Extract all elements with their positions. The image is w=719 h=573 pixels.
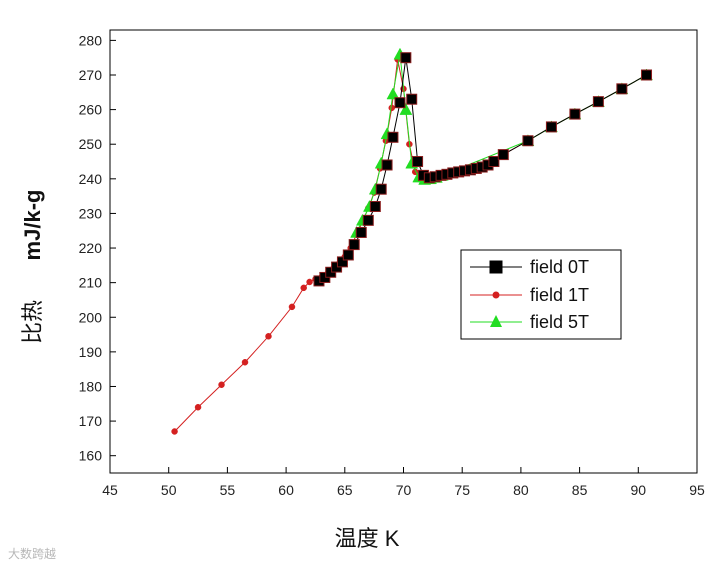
data-point-circle	[265, 333, 272, 340]
data-point-square	[641, 69, 653, 81]
data-point-square	[412, 156, 424, 168]
data-point-square	[497, 149, 509, 161]
series-group	[171, 47, 653, 435]
legend: field 0T field 1T field 5T	[460, 249, 622, 340]
data-point-circle	[306, 278, 313, 286]
watermark-text: 大数跨越	[8, 547, 57, 561]
data-point-square	[400, 52, 412, 64]
legend-marker-5t	[490, 315, 502, 327]
data-point-circle	[218, 381, 225, 388]
data-point-circle	[388, 104, 396, 112]
data-point-square	[336, 256, 348, 268]
series-field0t	[313, 52, 653, 287]
x-tick-label: 90	[631, 482, 647, 498]
data-point-square	[348, 239, 360, 251]
x-tick-label: 50	[161, 482, 177, 498]
data-point-square	[381, 159, 393, 171]
data-point-square	[522, 135, 534, 147]
y-axis-ticks: 160 170 180 190 200 210 220 230 240 250 260 270 280	[79, 32, 116, 464]
x-tick-label: 55	[220, 482, 236, 498]
data-point-square	[545, 121, 557, 133]
y-tick-label: 220	[79, 240, 103, 256]
data-point-triangle	[399, 103, 413, 115]
data-point-circle	[194, 403, 202, 411]
y-tick-label: 170	[79, 413, 103, 429]
data-point-square	[488, 156, 500, 168]
data-point-square	[387, 131, 399, 143]
data-point-square	[362, 214, 374, 226]
y-tick-label: 200	[79, 309, 103, 325]
data-point-square	[375, 183, 387, 195]
x-axis-ticks: 45 50 55 60 65 70 75 80 85 90 95	[102, 467, 705, 498]
x-tick-label: 95	[689, 482, 705, 498]
y-tick-label: 230	[79, 205, 103, 221]
legend-label-1t: field 1T	[530, 285, 589, 305]
data-point-square	[369, 201, 381, 213]
y-tick-label: 270	[79, 67, 103, 83]
watermark: 大数跨越	[8, 545, 56, 562]
y-axis-label-unit: mJ/k-g	[20, 190, 45, 261]
legend-marker-1t	[492, 291, 500, 299]
x-tick-label: 70	[396, 482, 412, 498]
y-tick-label: 260	[79, 102, 103, 118]
y-tick-label: 250	[79, 136, 103, 152]
y-tick-label: 280	[79, 32, 103, 48]
data-point-square	[394, 97, 406, 109]
x-tick-label: 60	[278, 482, 294, 498]
y-axis-label-cn: 比热	[20, 300, 45, 344]
data-point-circle	[241, 359, 249, 366]
legend-label-5t: field 5T	[530, 312, 589, 332]
y-tick-label: 210	[79, 275, 103, 291]
x-tick-label: 75	[454, 482, 470, 498]
x-tick-label: 85	[572, 482, 588, 498]
y-tick-label: 160	[79, 448, 103, 464]
y-tick-label: 180	[79, 378, 103, 394]
data-point-square	[406, 93, 418, 105]
data-point-triangle	[386, 87, 400, 100]
data-point-circle	[300, 284, 307, 292]
data-point-circle	[288, 303, 296, 311]
legend-marker-0t	[489, 260, 503, 274]
data-point-square	[355, 226, 367, 238]
data-point-square	[342, 249, 354, 261]
data-point-square	[592, 96, 604, 108]
y-tick-label: 190	[79, 344, 103, 360]
legend-label-0t: field 0T	[530, 257, 589, 277]
x-tick-label: 80	[513, 482, 529, 498]
data-point-square	[616, 83, 628, 95]
x-tick-label: 45	[102, 482, 118, 498]
data-point-circle	[171, 428, 178, 435]
x-tick-label: 65	[337, 482, 353, 498]
data-point-square	[569, 108, 581, 120]
y-tick-label: 240	[79, 171, 103, 187]
x-axis-label: 温度 K	[335, 526, 400, 551]
axis-labels: 温度 K 比热 mJ/k-g	[20, 190, 400, 551]
